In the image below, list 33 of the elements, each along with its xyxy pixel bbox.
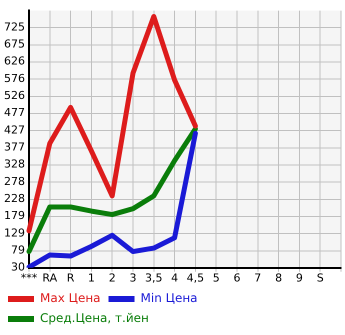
y-tick-label: 328 (4, 158, 25, 171)
y-tick-label: 228 (4, 192, 25, 206)
y-tick-label: 30 (10, 260, 25, 274)
legend-label: Сред.Цена, т.йен (40, 311, 149, 326)
x-tick-label: 3 (129, 271, 136, 284)
x-tick-label: 7 (254, 271, 262, 284)
y-tick-label: 576 (4, 72, 25, 85)
x-tick-label: 8 (275, 271, 282, 284)
x-tick-label: 5 (212, 271, 220, 284)
x-tick-label: S (316, 271, 324, 284)
x-tick-label: 6 (234, 271, 240, 284)
x-tick-label: RA (42, 271, 58, 284)
x-tick-label: 1 (88, 271, 95, 284)
x-tick-label: 3,5 (145, 271, 163, 284)
y-tick-label: 377 (4, 140, 25, 154)
y-tick-label: 626 (4, 54, 25, 68)
legend-label: Max Цена (40, 291, 101, 306)
y-tick-label: 129 (4, 226, 25, 240)
x-tick-label: R (66, 271, 75, 284)
x-tick-label: 4,5 (186, 271, 204, 284)
y-tick-label: 526 (4, 89, 25, 102)
legend-label: Min Цена (140, 291, 198, 306)
x-tick-label: 2 (108, 271, 116, 284)
x-tick-label: 4 (171, 271, 178, 284)
y-tick-label: 675 (4, 38, 25, 51)
y-tick-label: 179 (4, 209, 25, 222)
y-tick-label: 278 (4, 174, 25, 188)
y-tick-label: 79 (10, 244, 25, 257)
x-tick-label: 9 (296, 271, 303, 284)
y-tick-label: 725 (4, 20, 25, 34)
y-tick-label: 427 (4, 123, 25, 136)
x-tick-label: *** (20, 271, 38, 284)
y-tick-label: 477 (4, 106, 25, 120)
